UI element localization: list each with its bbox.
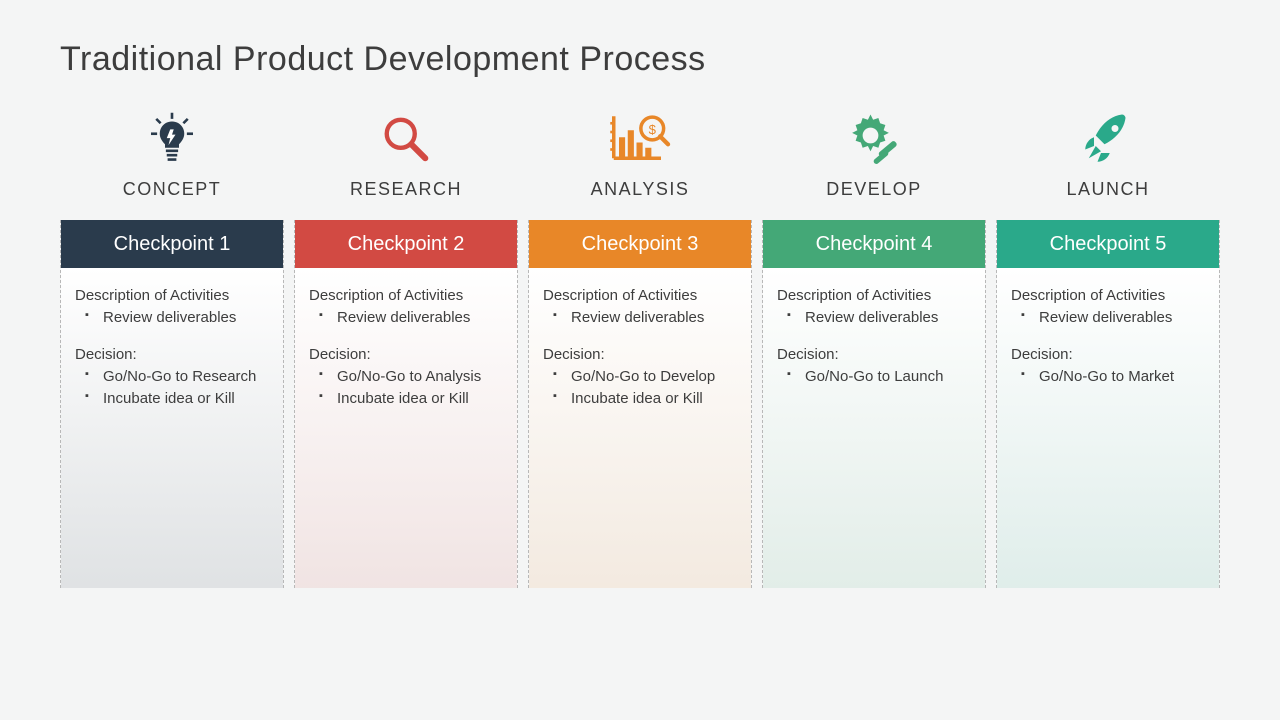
column-body: Description of Activities Review deliver… [61,268,283,588]
decision-item: Incubate idea or Kill [315,389,503,409]
stage-icon-wrap: $ [608,109,672,169]
checkpoint-header: Checkpoint 5 [997,220,1219,268]
activities-label: Description of Activities [777,286,971,306]
activities-label: Description of Activities [309,286,503,306]
checkpoint-column-4: Checkpoint 4 Description of Activities R… [762,220,986,588]
checkpoint-columns: Checkpoint 1 Description of Activities R… [60,220,1220,588]
activities-list: Review deliverables [777,308,971,328]
activity-item: Review deliverables [549,308,737,328]
decision-item: Go/No-Go to Analysis [315,367,503,387]
rocket-icon [1080,111,1136,167]
stage-icon-wrap [378,109,434,169]
stage-label: LAUNCH [1066,179,1149,200]
decision-item: Incubate idea or Kill [549,389,737,409]
stage-icon-wrap [144,109,200,169]
decision-label: Decision: [543,345,737,365]
activities-label: Description of Activities [75,286,269,306]
gear-icon [846,111,902,167]
checkpoint-header: Checkpoint 1 [61,220,283,268]
activities-list: Review deliverables [309,308,503,328]
decisions-list: Go/No-Go to DevelopIncubate idea or Kill [543,367,737,410]
decision-item: Go/No-Go to Launch [783,367,971,387]
stage-3: $ ANALYSIS [528,109,752,220]
activity-item: Review deliverables [1017,308,1205,328]
page-title: Traditional Product Development Process [60,40,1220,79]
stage-2: RESEARCH [294,109,518,220]
checkpoint-header: Checkpoint 3 [529,220,751,268]
activities-label: Description of Activities [543,286,737,306]
activity-item: Review deliverables [81,308,269,328]
column-body: Description of Activities Review deliver… [763,268,985,588]
decisions-list: Go/No-Go to Market [1011,367,1205,387]
stage-icon-wrap [1080,109,1136,169]
decision-item: Go/No-Go to Research [81,367,269,387]
column-body: Description of Activities Review deliver… [529,268,751,588]
stage-label: DEVELOP [826,179,922,200]
decision-item: Go/No-Go to Develop [549,367,737,387]
stage-label: CONCEPT [123,179,222,200]
column-body: Description of Activities Review deliver… [295,268,517,588]
chart-icon: $ [608,111,672,167]
decisions-list: Go/No-Go to Launch [777,367,971,387]
activities-list: Review deliverables [1011,308,1205,328]
decision-item: Incubate idea or Kill [81,389,269,409]
decision-item: Go/No-Go to Market [1017,367,1205,387]
activities-list: Review deliverables [75,308,269,328]
stages-header-row: CONCEPT RESEARCH $ ANALYSIS [60,109,1220,220]
stage-5: LAUNCH [996,109,1220,220]
lightbulb-icon [144,111,200,167]
checkpoint-column-5: Checkpoint 5 Description of Activities R… [996,220,1220,588]
activities-label: Description of Activities [1011,286,1205,306]
magnifier-icon [378,111,434,167]
activities-list: Review deliverables [543,308,737,328]
decisions-list: Go/No-Go to AnalysisIncubate idea or Kil… [309,367,503,410]
activity-item: Review deliverables [315,308,503,328]
stage-label: RESEARCH [350,179,462,200]
decision-label: Decision: [1011,345,1205,365]
decisions-list: Go/No-Go to ResearchIncubate idea or Kil… [75,367,269,410]
decision-label: Decision: [309,345,503,365]
stage-icon-wrap [846,109,902,169]
checkpoint-header: Checkpoint 2 [295,220,517,268]
stage-label: ANALYSIS [591,179,690,200]
checkpoint-column-2: Checkpoint 2 Description of Activities R… [294,220,518,588]
checkpoint-column-1: Checkpoint 1 Description of Activities R… [60,220,284,588]
checkpoint-header: Checkpoint 4 [763,220,985,268]
checkpoint-column-3: Checkpoint 3 Description of Activities R… [528,220,752,588]
column-body: Description of Activities Review deliver… [997,268,1219,588]
stage-1: CONCEPT [60,109,284,220]
decision-label: Decision: [777,345,971,365]
svg-text:$: $ [649,122,657,137]
stage-4: DEVELOP [762,109,986,220]
activity-item: Review deliverables [783,308,971,328]
decision-label: Decision: [75,345,269,365]
